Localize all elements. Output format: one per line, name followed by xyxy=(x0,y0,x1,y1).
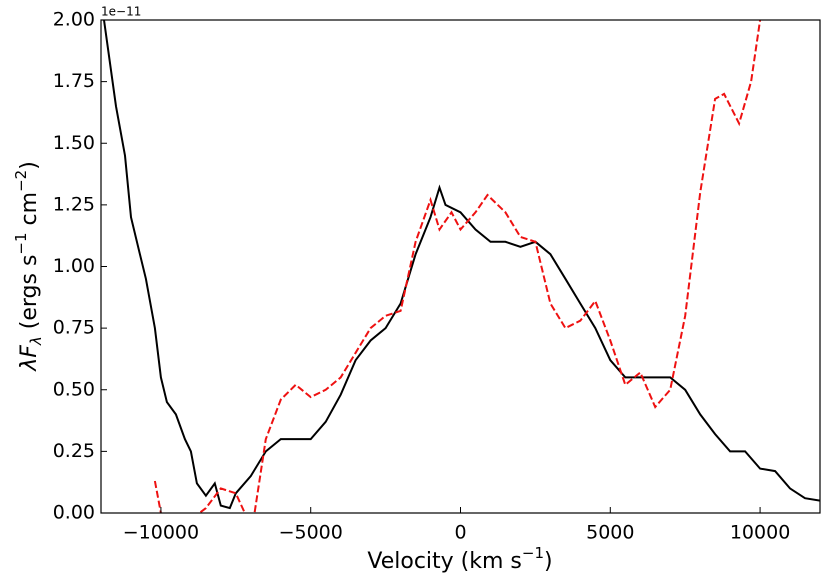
y-offset-label: 1e−11 xyxy=(101,5,141,19)
y-tick-label: 1.75 xyxy=(53,70,95,92)
plot-area xyxy=(103,20,820,513)
x-tick-label: −5000 xyxy=(279,522,343,544)
y-tick-label: 2.00 xyxy=(53,9,95,31)
series-line xyxy=(103,20,820,510)
x-tick-label: 10000 xyxy=(730,522,790,544)
y-tick-label: 1.00 xyxy=(53,255,95,277)
y-tick-label: 0.25 xyxy=(53,440,95,462)
series-line xyxy=(153,20,762,513)
x-tick-label: 0 xyxy=(454,522,466,544)
y-tick-label: 1.50 xyxy=(53,132,95,154)
y-axis-label: λFλ (ergs s−1 cm−2) xyxy=(12,161,45,372)
y-tick-label: 1.25 xyxy=(53,193,95,215)
y-tick-label: 0.50 xyxy=(53,378,95,400)
x-tick-label: 5000 xyxy=(586,522,634,544)
axes-frame xyxy=(100,19,821,514)
y-tick-label: 0.75 xyxy=(53,317,95,339)
x-axis-label: Velocity (km s−1) xyxy=(367,544,552,575)
y-tick-label: 0.00 xyxy=(53,502,95,524)
x-tick-label: −10000 xyxy=(123,522,199,544)
